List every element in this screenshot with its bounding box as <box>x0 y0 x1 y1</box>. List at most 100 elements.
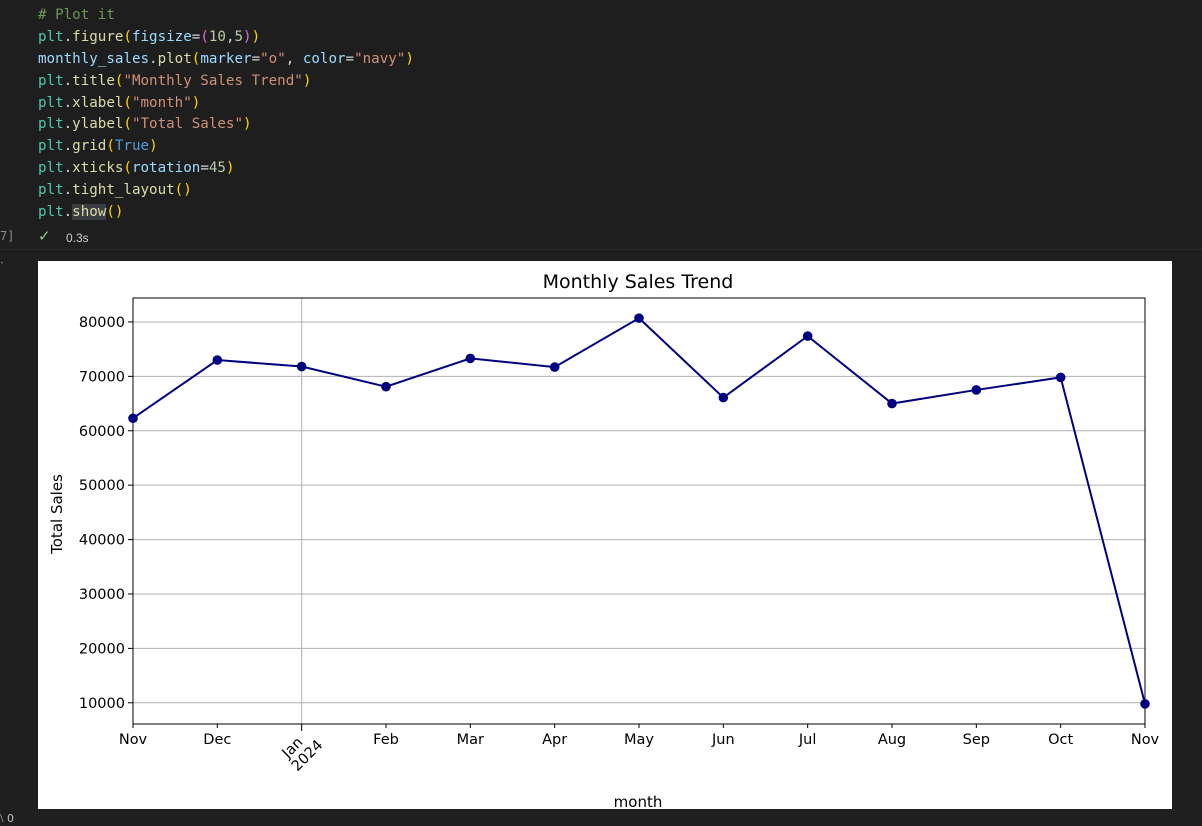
code-token: plt <box>38 94 64 111</box>
x-tick-label: Dec <box>203 732 231 748</box>
code-token: xlabel <box>72 94 124 111</box>
code-editor[interactable]: # Plot it plt.figure(figsize=(10,5)) month… <box>38 5 414 224</box>
code-token: . <box>63 138 73 155</box>
code-token: ) <box>225 160 235 177</box>
data-point <box>549 362 560 372</box>
code-token: title <box>72 72 115 89</box>
code-token: plt <box>38 160 64 177</box>
y-tick-label: 10000 <box>79 696 125 712</box>
code-token: marker <box>200 50 252 67</box>
code-line[interactable]: plt.show() <box>38 202 414 224</box>
x-axis-label: month <box>614 793 663 809</box>
code-token: . <box>63 116 73 133</box>
x-tick-label: Oct <box>1048 732 1073 748</box>
code-line[interactable]: monthly_sales.plot(marker="o", color="na… <box>38 49 414 71</box>
y-tick-label: 60000 <box>79 424 125 440</box>
code-line[interactable]: plt.figure(figsize=(10,5)) <box>38 27 414 49</box>
code-token: plt <box>38 138 64 155</box>
plot-output: Monthly Sales Trend month Total Sales 10… <box>38 261 1172 811</box>
code-token: xticks <box>72 160 124 177</box>
code-token: = <box>345 50 355 67</box>
code-token: ) <box>302 72 312 89</box>
x-tick-label: Jan2024 <box>278 726 327 775</box>
code-token: color <box>302 50 346 67</box>
code-token: () <box>174 182 192 199</box>
code-token: ) <box>251 28 261 45</box>
x-tick-label: Feb <box>373 732 399 748</box>
code-token: ( <box>123 94 132 111</box>
code-token: ( <box>200 28 209 45</box>
code-token: 10 <box>208 28 226 45</box>
code-token: . <box>63 160 73 177</box>
plot-frame <box>132 297 1146 725</box>
execution-time: 0.3s <box>66 231 89 245</box>
y-tick-label: 50000 <box>79 478 125 494</box>
code-token: # Plot it <box>38 7 115 23</box>
execution-count: 7] <box>0 229 15 243</box>
code-token: plt <box>38 182 64 199</box>
y-tick-label: 70000 <box>79 369 125 385</box>
output-marker: · <box>0 256 4 270</box>
code-line[interactable]: plt.ylabel("Total Sales") <box>38 114 414 136</box>
code-line[interactable]: plt.xticks(rotation=45) <box>38 158 414 180</box>
code-token: monthly_sales <box>38 50 150 67</box>
chart-title: Monthly Sales Trend <box>543 271 734 293</box>
code-token: , <box>225 28 235 45</box>
code-token: ( <box>123 116 132 133</box>
code-token: = <box>200 160 209 177</box>
code-token: () <box>106 204 124 221</box>
line-chart: Monthly Sales Trend month Total Sales 10… <box>48 271 1160 811</box>
code-token: "Monthly Sales Trend" <box>123 72 303 89</box>
x-tick-label: Jun <box>711 732 735 748</box>
code-token: 5 <box>234 28 244 45</box>
code-token: ( <box>123 28 132 45</box>
x-tick-label: Sep <box>963 732 990 748</box>
data-point <box>802 331 813 341</box>
code-token: 45 <box>208 160 226 177</box>
code-line[interactable]: plt.xlabel("month") <box>38 93 414 115</box>
code-token: . <box>63 182 73 199</box>
y-tick-label: 30000 <box>79 587 125 603</box>
code-token: . <box>63 204 73 221</box>
x-tick-label: Nov <box>1131 732 1160 748</box>
x-tick-label: Nov <box>119 732 148 748</box>
x-tick-label: Aug <box>878 732 906 748</box>
code-token: ) <box>149 138 158 155</box>
code-token: ) <box>243 116 252 133</box>
series <box>128 313 1150 709</box>
code-token: ( <box>114 72 124 89</box>
code-token: ) <box>405 50 414 67</box>
code-token: ) <box>243 28 252 45</box>
data-point <box>465 353 476 364</box>
code-token: "navy" <box>354 50 406 67</box>
code-line[interactable]: # Plot it <box>38 5 414 27</box>
code-cell[interactable] <box>20 0 1202 248</box>
data-point <box>634 313 644 323</box>
code-token: figsize <box>131 28 192 45</box>
code-token: show <box>72 204 107 221</box>
code-token: ( <box>106 138 115 155</box>
grid <box>133 298 1145 724</box>
code-token: plt <box>38 72 64 89</box>
y-tick-label: 20000 <box>79 641 125 657</box>
bottom-edge-glyph: ⧵ 0 <box>0 812 14 825</box>
code-token: plt <box>38 116 64 133</box>
code-token: = <box>251 50 261 67</box>
axes: 10000 20000 30000 40000 50000 60000 70000 80000… <box>79 297 1160 775</box>
code-token: = <box>191 28 201 45</box>
code-line[interactable]: plt.tight_layout() <box>38 180 414 202</box>
code-token: "Total Sales" <box>131 116 244 133</box>
code-token: plt <box>38 204 64 221</box>
code-token: ( <box>191 50 201 67</box>
y-axis-label: Total Sales <box>48 474 66 555</box>
code-token: tight_layout <box>72 182 175 199</box>
code-line[interactable]: plt.grid(True) <box>38 136 414 158</box>
code-line[interactable]: plt.title("Monthly Sales Trend") <box>38 71 414 93</box>
data-point <box>718 392 729 403</box>
x-tick-label: May <box>624 732 654 748</box>
code-token: grid <box>72 138 107 155</box>
code-token: True <box>114 138 150 155</box>
code-token: plot <box>157 50 192 67</box>
data-point <box>296 361 307 372</box>
y-tick-label: 80000 <box>79 315 125 331</box>
